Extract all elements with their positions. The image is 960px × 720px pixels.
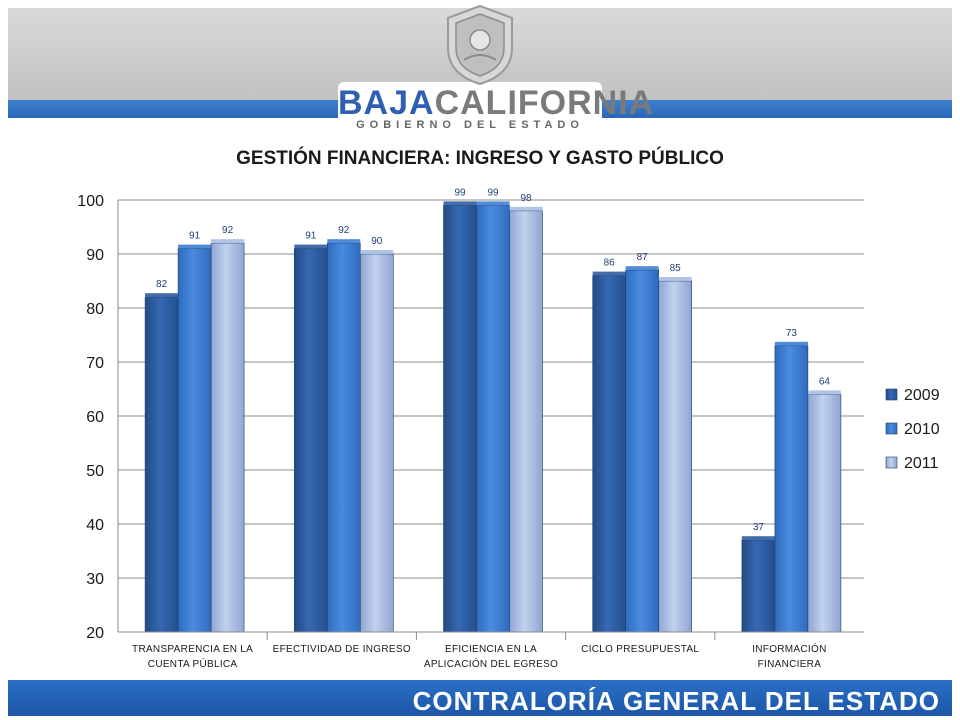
y-tick-label: 60 (86, 409, 104, 426)
bar-2011 (359, 253, 394, 633)
data-label: 98 (520, 193, 532, 204)
bar-2009 (741, 539, 776, 633)
legend-swatch-2009 (885, 388, 898, 401)
bar-cap-2009 (741, 536, 775, 541)
x-category-label: CUENTA PÚBLICA (148, 657, 238, 670)
bar-2011 (807, 394, 842, 633)
data-label: 91 (189, 231, 201, 242)
logo-plate (338, 82, 602, 132)
bar-cap-2009 (443, 201, 477, 206)
y-tick-label: 100 (77, 193, 104, 210)
bar-cap-2011 (509, 206, 543, 211)
y-tick-label: 40 (86, 517, 104, 534)
data-label: 73 (786, 328, 798, 339)
bar-cap-2011 (360, 250, 394, 254)
bar-cap-2010 (178, 244, 212, 249)
data-label: 91 (305, 231, 317, 242)
bar-cap-2010 (774, 341, 808, 346)
bar-2011 (509, 210, 543, 633)
data-label: 99 (487, 187, 499, 198)
y-tick-label: 70 (86, 355, 104, 372)
legend-swatch-2011 (885, 456, 898, 469)
brand-subtitle: GOBIERNO DEL ESTADO (356, 119, 584, 131)
data-label: 37 (753, 522, 765, 533)
bar-2011 (210, 242, 245, 633)
data-label: 92 (338, 225, 350, 236)
data-label: 92 (222, 225, 234, 236)
bar-cap-2009 (294, 244, 328, 249)
bar-2011 (658, 280, 693, 633)
bar-cap-2010 (327, 239, 361, 244)
x-category-label: INFORMACIÓN (752, 642, 826, 655)
footer-bar (8, 680, 952, 716)
bar-2010 (476, 205, 510, 633)
y-tick-label: 90 (86, 247, 104, 264)
data-label: 85 (670, 263, 682, 274)
bar-2010 (774, 345, 809, 633)
legend-label: 2010 (904, 421, 940, 438)
legend-swatch-2010 (885, 422, 898, 435)
bar-cap-2011 (807, 390, 841, 395)
bar-2009 (293, 248, 328, 633)
bar-2010 (326, 242, 361, 633)
bar-cap-2011 (658, 277, 692, 281)
x-category-label: TRANSPARENCIA EN LA (132, 644, 253, 655)
footer-title: CONTRALORÍA GENERAL DEL ESTADO (412, 686, 940, 716)
bar-cap-2010 (476, 201, 510, 206)
legend-label: 2009 (904, 387, 940, 404)
x-category-label: APLICACIÓN DEL EGRESO (424, 657, 558, 670)
bar-2010 (177, 248, 212, 633)
brand-logo: BAJACALIFORNIA (338, 84, 653, 122)
bar-cap-2010 (625, 266, 659, 271)
chart-title: GESTIÓN FINANCIERA: INGRESO Y GASTO PÚBL… (236, 148, 724, 169)
data-label: 99 (454, 187, 466, 198)
y-tick-label: 20 (86, 625, 104, 642)
data-label: 64 (819, 376, 831, 387)
brand-part2: CALIFORNIA (434, 84, 655, 122)
bar-2009 (443, 205, 477, 633)
x-category-label: CICLO PRESUPUESTAL (581, 644, 699, 655)
brand-part1: BAJA (338, 84, 435, 122)
data-label: 82 (156, 279, 168, 290)
state-seal-icon (447, 4, 513, 86)
y-tick-label: 50 (86, 463, 104, 480)
data-label: 90 (371, 236, 383, 247)
y-tick-label: 80 (86, 301, 104, 318)
bar-2009 (592, 275, 627, 633)
bar-2010 (625, 269, 660, 633)
data-label: 86 (604, 258, 616, 269)
bar-cap-2011 (211, 239, 245, 244)
bar-cap-2009 (145, 293, 179, 298)
y-tick-label: 30 (86, 571, 104, 588)
data-label: 87 (637, 252, 649, 263)
x-category-label: FINANCIERA (758, 659, 822, 670)
bar-2009 (144, 296, 179, 633)
x-category-label: EFICIENCIA EN LA (445, 644, 537, 655)
bar-cap-2009 (592, 271, 626, 276)
x-category-label: EFECTIVIDAD DE INGRESO (273, 644, 411, 655)
legend-label: 2011 (904, 455, 939, 472)
